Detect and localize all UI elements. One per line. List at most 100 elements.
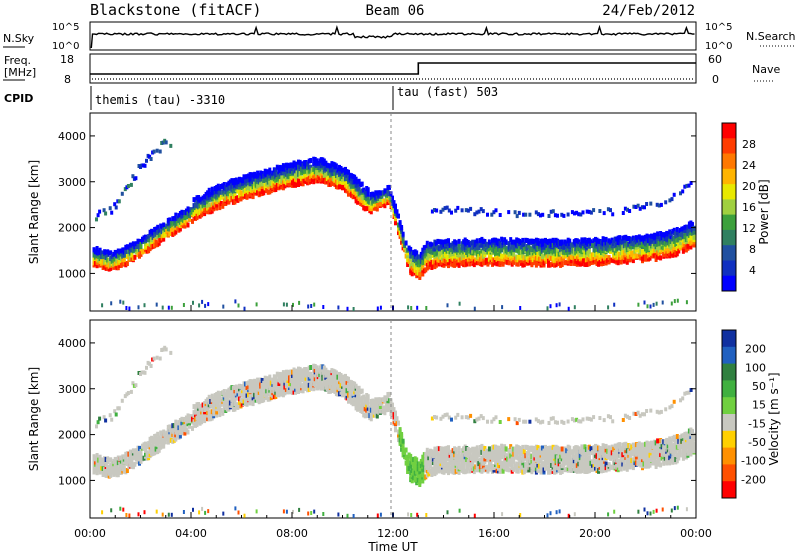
power-cell	[687, 183, 691, 188]
velocity-cell	[165, 436, 169, 441]
power-cell	[562, 213, 566, 218]
power-cell	[378, 197, 382, 202]
power-cell	[655, 202, 659, 207]
power-cell	[675, 251, 679, 257]
velocity-cell	[428, 460, 432, 466]
velocity-cell	[189, 414, 193, 420]
velocity-cell	[165, 430, 169, 436]
velocity-cell	[154, 433, 158, 439]
power-cell	[553, 213, 557, 218]
velocity-cell	[100, 457, 104, 463]
power-cell	[386, 185, 390, 190]
power-cell	[528, 260, 532, 266]
velocity-cell	[441, 451, 444, 457]
velocity-cell	[547, 465, 550, 471]
power-cell	[648, 255, 652, 261]
power-cell	[357, 191, 361, 197]
velocity-cell	[559, 466, 563, 472]
velocity-cell	[457, 459, 461, 465]
power-cell	[336, 177, 340, 183]
power-cell	[600, 250, 603, 256]
power-cell	[468, 248, 472, 254]
power-cell	[104, 259, 108, 265]
power-cell	[124, 251, 128, 257]
power-cell	[275, 183, 279, 188]
velocity-cell	[316, 385, 320, 391]
velocity-cell	[225, 389, 229, 395]
velocity-cell	[507, 448, 511, 454]
power-cell	[473, 212, 477, 217]
power-cell	[630, 240, 634, 246]
velocity-cell	[377, 397, 381, 403]
power-cell	[192, 300, 194, 305]
velocity-cell	[498, 458, 502, 464]
velocity-cell	[334, 377, 338, 383]
velocity-cell	[275, 378, 279, 384]
power-cell	[144, 234, 147, 240]
power-cell	[307, 304, 310, 309]
velocity-cell	[236, 391, 240, 397]
power-cell	[501, 305, 504, 310]
power-cell	[157, 228, 161, 234]
nsky-panel: N.Sky 10^5 10^0 10^5 10^0 N.Search	[3, 21, 796, 52]
power-cell	[469, 206, 473, 211]
velocity-scatter-cells	[92, 345, 696, 518]
power-cell	[113, 202, 117, 207]
velocity-cell	[215, 392, 219, 397]
power-cell	[327, 174, 331, 180]
power-cell	[225, 199, 229, 205]
power-cell	[168, 217, 172, 223]
power-cell	[238, 192, 241, 198]
power-cell	[126, 184, 130, 188]
power-cell	[600, 247, 603, 253]
power-cell	[589, 239, 593, 245]
power-cell	[138, 238, 141, 244]
velocity-cell	[568, 453, 572, 459]
velocity-cell	[569, 449, 573, 455]
power-cell	[327, 163, 331, 169]
power-cell	[113, 249, 117, 255]
power-cell	[164, 140, 168, 145]
power-cell	[539, 213, 542, 218]
power-cell	[215, 205, 219, 211]
power-cell	[225, 186, 229, 192]
power-cell	[337, 305, 340, 310]
power-cell	[690, 235, 694, 241]
power-cell	[394, 203, 397, 209]
power-cell	[680, 231, 684, 237]
power-cell	[560, 212, 564, 217]
power-cell	[639, 255, 643, 261]
power-cell	[512, 259, 516, 265]
velocity-cell	[487, 463, 491, 469]
power-cell	[352, 307, 355, 311]
power-cell	[152, 149, 156, 154]
power-cell	[683, 184, 687, 189]
colorbar-tick-label: 20	[742, 180, 756, 193]
velocity-cell	[186, 429, 190, 435]
velocity-cell	[504, 453, 508, 459]
velocity-cell	[174, 422, 178, 428]
power-cell	[404, 240, 408, 246]
velocity-cell	[312, 386, 316, 392]
power-cell	[650, 250, 653, 256]
velocity-cell	[536, 445, 540, 451]
velocity-cell	[569, 465, 573, 471]
velocity-cell	[498, 463, 502, 469]
velocity-cell	[184, 421, 188, 427]
power-cell	[347, 185, 350, 191]
velocity-cell	[378, 404, 382, 409]
power-cell	[237, 303, 240, 308]
power-cell	[306, 180, 310, 186]
power-cell	[391, 195, 394, 201]
power-cell	[218, 205, 222, 211]
power-cell	[439, 209, 443, 214]
power-cell	[416, 254, 420, 260]
power-cell	[639, 236, 643, 242]
velocity-cell	[291, 381, 294, 387]
velocity-cell	[154, 438, 158, 444]
velocity-cell	[145, 450, 149, 456]
velocity-cell	[401, 445, 405, 451]
velocity-cell	[203, 418, 207, 424]
power-cell	[108, 206, 112, 211]
power-cell	[255, 302, 258, 307]
